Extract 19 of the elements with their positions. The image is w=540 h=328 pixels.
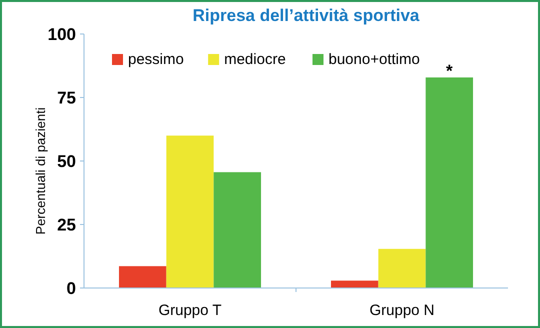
bar	[166, 136, 214, 288]
y-tick-label: 75	[57, 88, 76, 108]
legend-label: pessimo	[128, 51, 184, 68]
legend-label: buono+ottimo	[328, 51, 420, 68]
y-axis-title: Percentuali di pazienti	[33, 107, 48, 235]
legend-label: mediocre	[224, 51, 286, 68]
bar	[426, 77, 474, 288]
y-tick-label: 0	[66, 279, 76, 298]
y-tick-label: 25	[57, 216, 76, 234]
x-tick-label: Gruppo T	[158, 302, 222, 319]
y-tick-label: 100	[48, 25, 76, 44]
bar	[378, 248, 426, 288]
bar	[330, 280, 378, 288]
chart-title: Ripresa dell’attività sportiva	[192, 6, 420, 25]
bar	[214, 172, 262, 288]
annotation: *	[446, 61, 454, 80]
y-tick-label: 50	[57, 152, 76, 171]
x-tick-label: Gruppo N	[369, 302, 435, 319]
bar	[118, 266, 166, 288]
